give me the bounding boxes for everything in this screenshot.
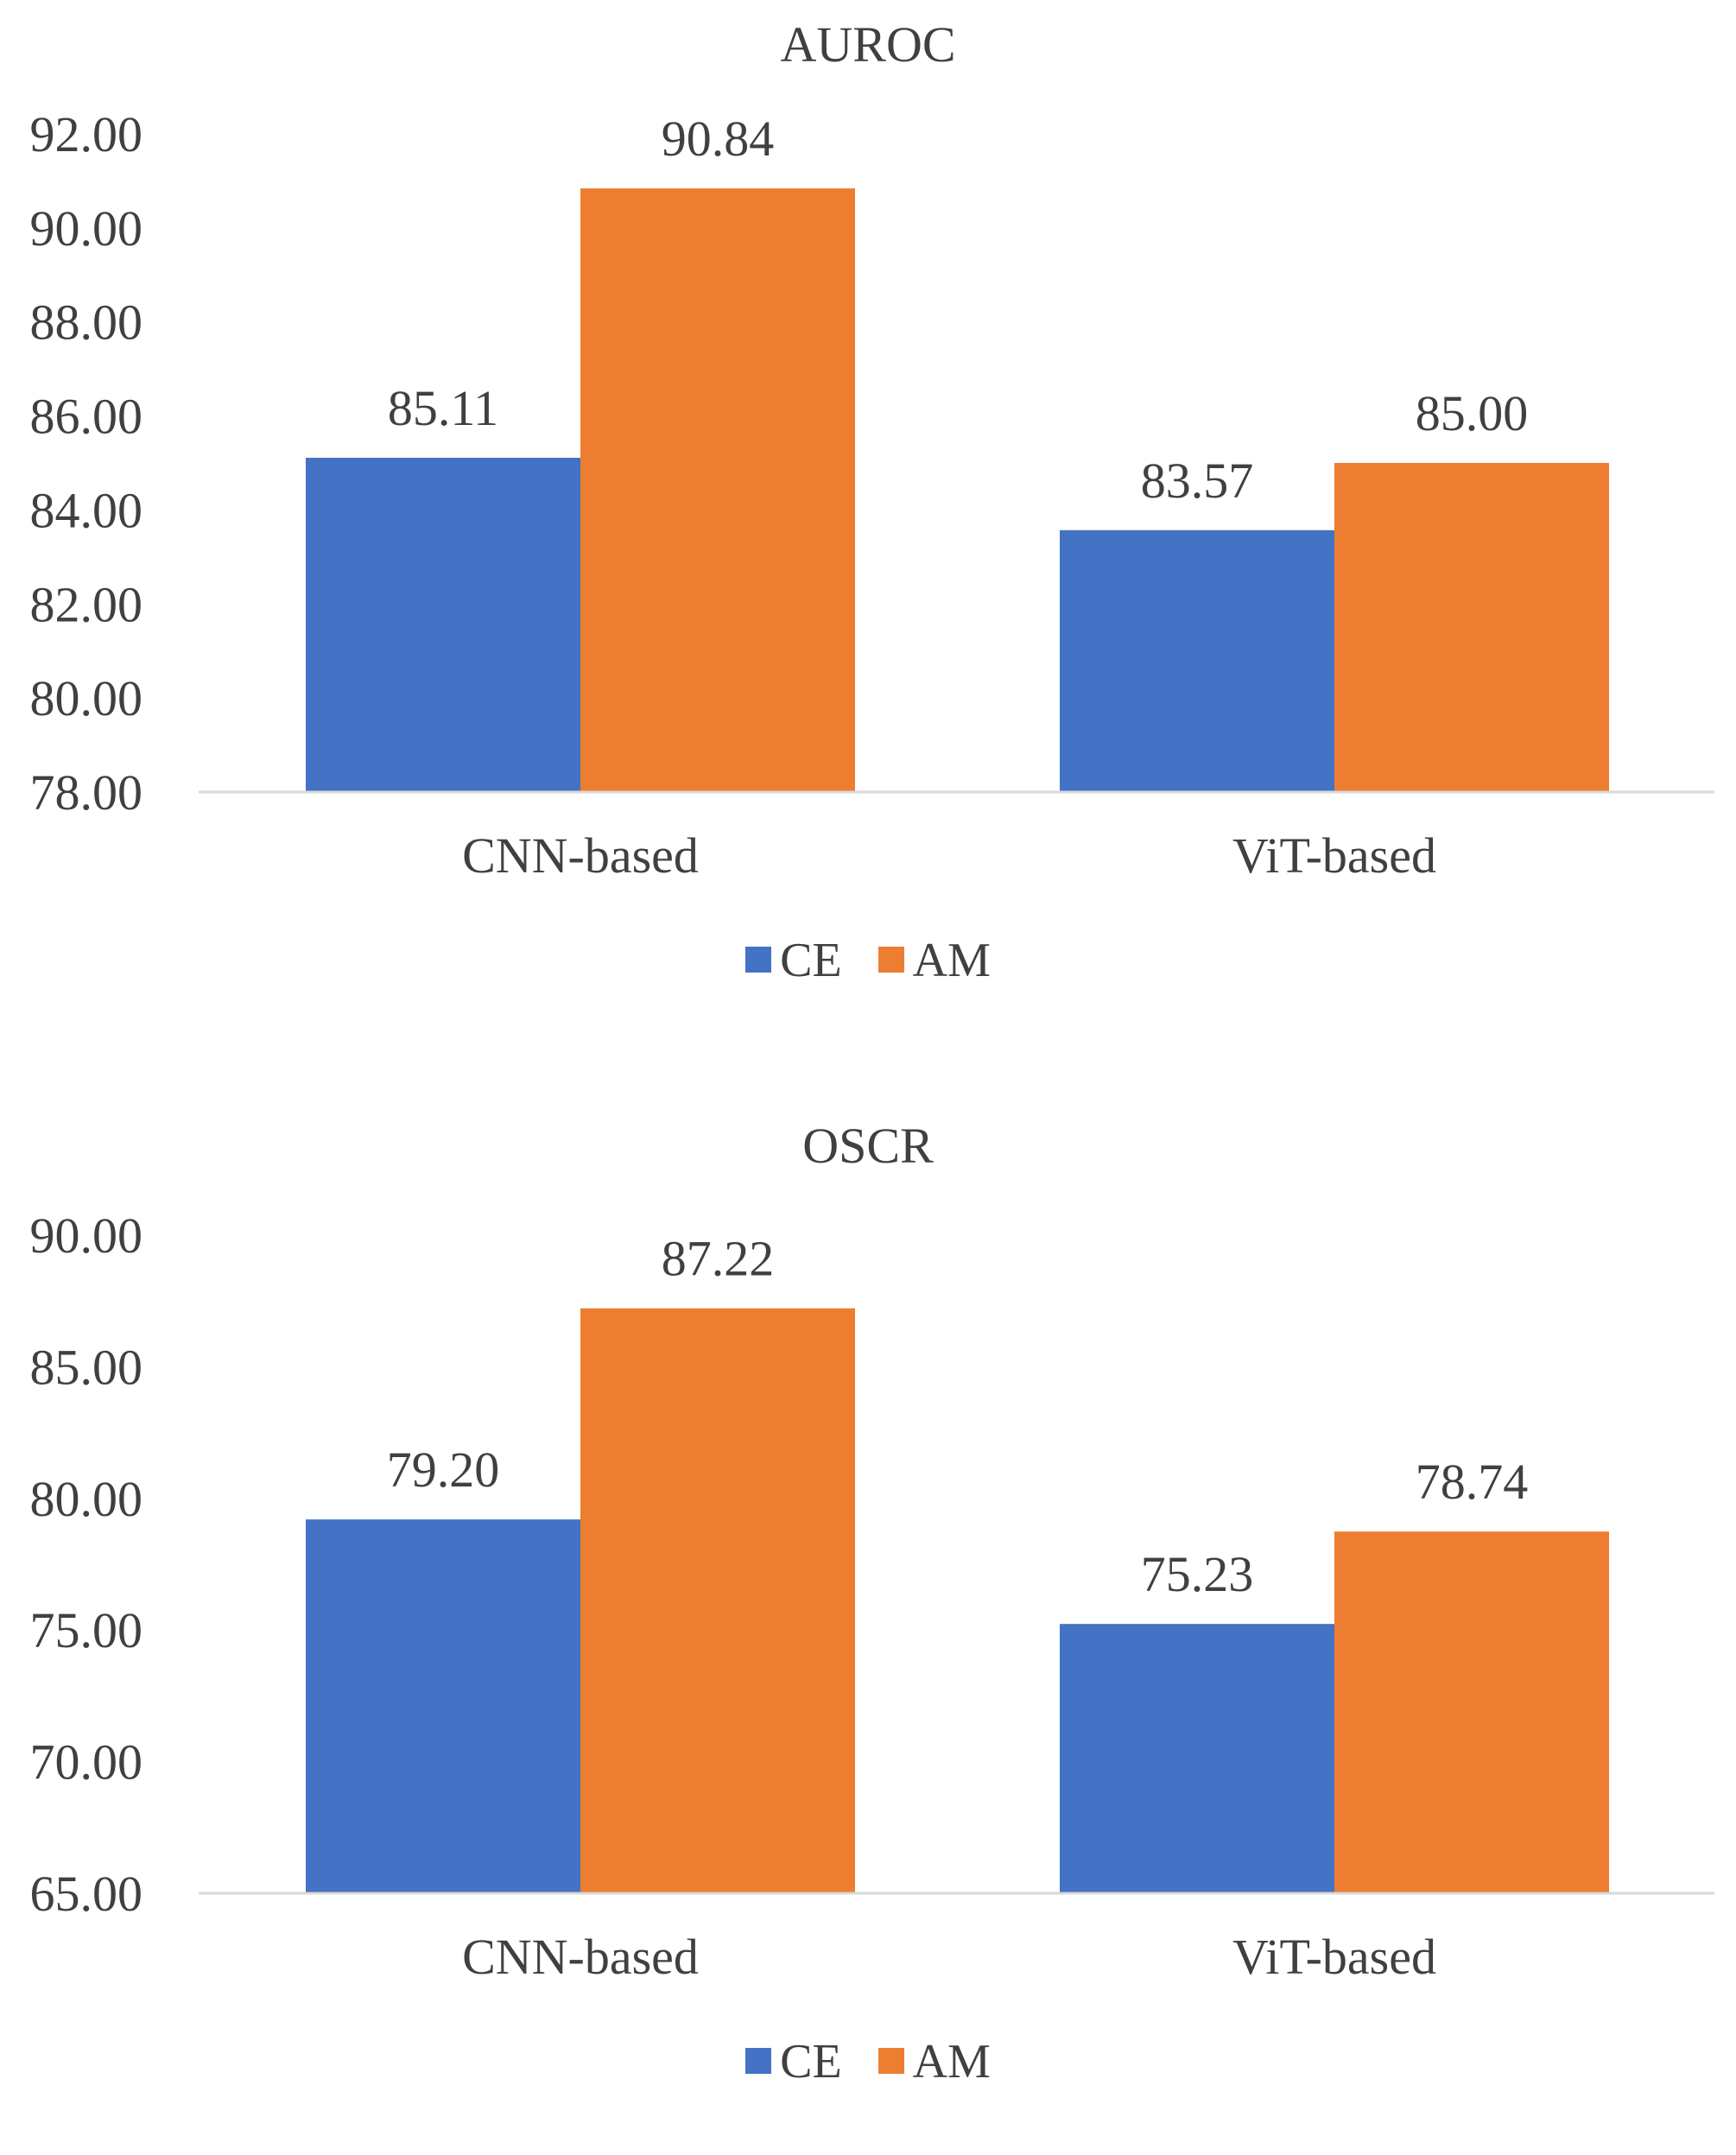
chart-title: OSCR: [802, 1118, 934, 1174]
legend-item-am: AM: [878, 2034, 991, 2089]
y-tick-label: 90.00: [30, 1207, 143, 1264]
y-tick-label: 85.00: [30, 1339, 143, 1395]
chart-legend: CE AM: [0, 2034, 1736, 2089]
x-category-label: CNN-based: [462, 1929, 699, 1985]
y-tick-label: 78.00: [30, 764, 143, 821]
bar-ce-cnn-based: [306, 458, 580, 792]
y-tick-label: 70.00: [30, 1734, 143, 1791]
legend-label-am: AM: [912, 2035, 991, 2088]
legend-swatch-ce: [745, 2048, 772, 2075]
auroc-plot-area: 78.00 80.00 82.00 84.00 86.00 88.00 90.00 92.00…: [30, 106, 1714, 884]
y-tick-label: 90.00: [30, 200, 143, 257]
bar-ce-vit-based: [1060, 1624, 1334, 1893]
y-tick-label: 84.00: [30, 482, 143, 538]
data-label-am: 87.22: [662, 1231, 775, 1287]
legend-swatch-am: [878, 2048, 904, 2075]
data-label-am: 90.84: [662, 111, 775, 167]
bar-am-cnn-based: [580, 188, 855, 792]
bar-am-cnn-based: [580, 1308, 855, 1893]
y-tick-label: 92.00: [30, 106, 143, 162]
legend-swatch-ce: [745, 947, 772, 973]
x-category-label: ViT-based: [1232, 1929, 1436, 1985]
y-tick-label: 80.00: [30, 670, 143, 726]
y-tick-label: 88.00: [30, 295, 143, 351]
x-category-label: CNN-based: [462, 827, 699, 884]
legend-item-am: AM: [878, 933, 991, 988]
auroc-chart: AUROC 78.00 80.00 82.00 84.00 86.00 88.00 90.0…: [0, 0, 1736, 1054]
bar-ce-vit-based: [1060, 529, 1334, 792]
chart-title: AUROC: [780, 16, 956, 73]
y-tick-label: 82.00: [30, 576, 143, 632]
data-label-am: 85.00: [1416, 385, 1529, 441]
data-label-ce: 75.23: [1141, 1546, 1254, 1602]
legend-item-ce: CE: [745, 933, 842, 988]
legend-label-am: AM: [912, 934, 991, 987]
oscr-chart: OSCR 65.00 70.00 75.00 80.00 85.00 90.00 79.20…: [0, 1101, 1736, 2155]
legend-item-ce: CE: [745, 2034, 842, 2089]
oscr-plot-area: 65.00 70.00 75.00 80.00 85.00 90.00 79.20 75.23…: [30, 1207, 1714, 1985]
legend-label-ce: CE: [780, 2035, 842, 2088]
data-label-am: 78.74: [1416, 1454, 1529, 1510]
x-category-label: ViT-based: [1232, 827, 1436, 884]
y-tick-label: 80.00: [30, 1471, 143, 1527]
legend-label-ce: CE: [780, 934, 842, 987]
y-tick-label: 86.00: [30, 389, 143, 445]
data-label-ce: 79.20: [387, 1442, 500, 1498]
chart-legend: CE AM: [0, 933, 1736, 988]
data-label-ce: 85.11: [388, 380, 498, 436]
legend-swatch-am: [878, 947, 904, 973]
bar-am-vit-based: [1334, 1531, 1609, 1893]
data-label-ce: 83.57: [1141, 453, 1254, 509]
bar-ce-cnn-based: [306, 1519, 580, 1893]
y-tick-label: 65.00: [30, 1866, 143, 1922]
y-tick-label: 75.00: [30, 1602, 143, 1658]
bar-am-vit-based: [1334, 463, 1609, 792]
